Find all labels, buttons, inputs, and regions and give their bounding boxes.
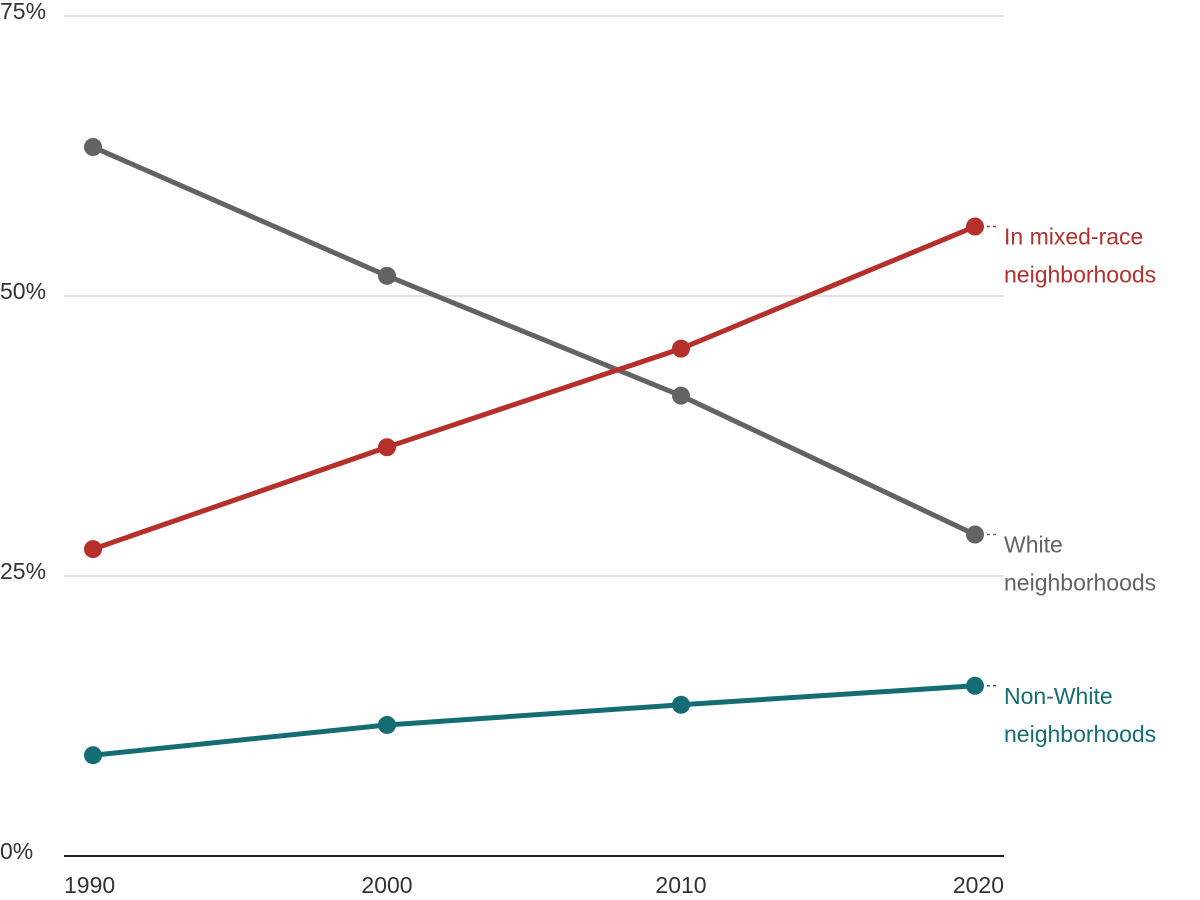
y-axis-tick-labels: 0% 25% 50% 75% — [0, 0, 46, 864]
x-axis-tick-labels: 1990 2000 2010 2020 — [64, 872, 1004, 898]
series-label-line: In mixed-race — [1004, 224, 1143, 250]
series-label-line: neighborhoods — [1004, 721, 1156, 747]
data-point-white — [966, 525, 984, 544]
data-point-mixed — [84, 540, 102, 559]
series-label-nonwhite: Non-White neighborhoods — [1004, 683, 1156, 747]
y-tick-label: 0% — [0, 838, 33, 864]
y-tick-label: 75% — [0, 0, 46, 24]
data-point-nonwhite — [672, 695, 690, 714]
x-tick-label: 2010 — [655, 872, 706, 898]
data-point-mixed — [966, 217, 984, 236]
series-label-line: neighborhoods — [1004, 570, 1156, 596]
data-point-mixed — [672, 339, 690, 358]
series-line-nonwhite — [90, 683, 978, 758]
series-labels: White neighborhoods In mixed-race neighborh… — [987, 224, 1156, 747]
x-tick-label: 2020 — [953, 872, 1004, 898]
x-tick-label: 2000 — [361, 872, 412, 898]
series-lines — [84, 138, 984, 765]
series-label-line: Non-White — [1004, 683, 1113, 709]
data-point-nonwhite — [84, 746, 102, 765]
data-point-white — [672, 386, 690, 405]
series-label-mixed: In mixed-race neighborhoods — [1004, 224, 1156, 288]
gridlines — [64, 15, 1004, 857]
data-point-white — [378, 266, 396, 285]
data-point-nonwhite — [966, 676, 984, 695]
y-tick-label: 50% — [0, 278, 46, 304]
series-label-line: neighborhoods — [1004, 262, 1156, 288]
data-point-mixed — [378, 438, 396, 457]
series-label-line: White — [1004, 532, 1063, 558]
x-tick-label: 1990 — [64, 872, 115, 898]
data-point-white — [84, 138, 102, 157]
series-line-white — [90, 144, 978, 538]
series-line-mixed — [90, 224, 978, 552]
y-tick-label: 25% — [0, 558, 46, 584]
series-label-white: White neighborhoods — [1004, 532, 1156, 596]
data-point-nonwhite — [378, 715, 396, 734]
